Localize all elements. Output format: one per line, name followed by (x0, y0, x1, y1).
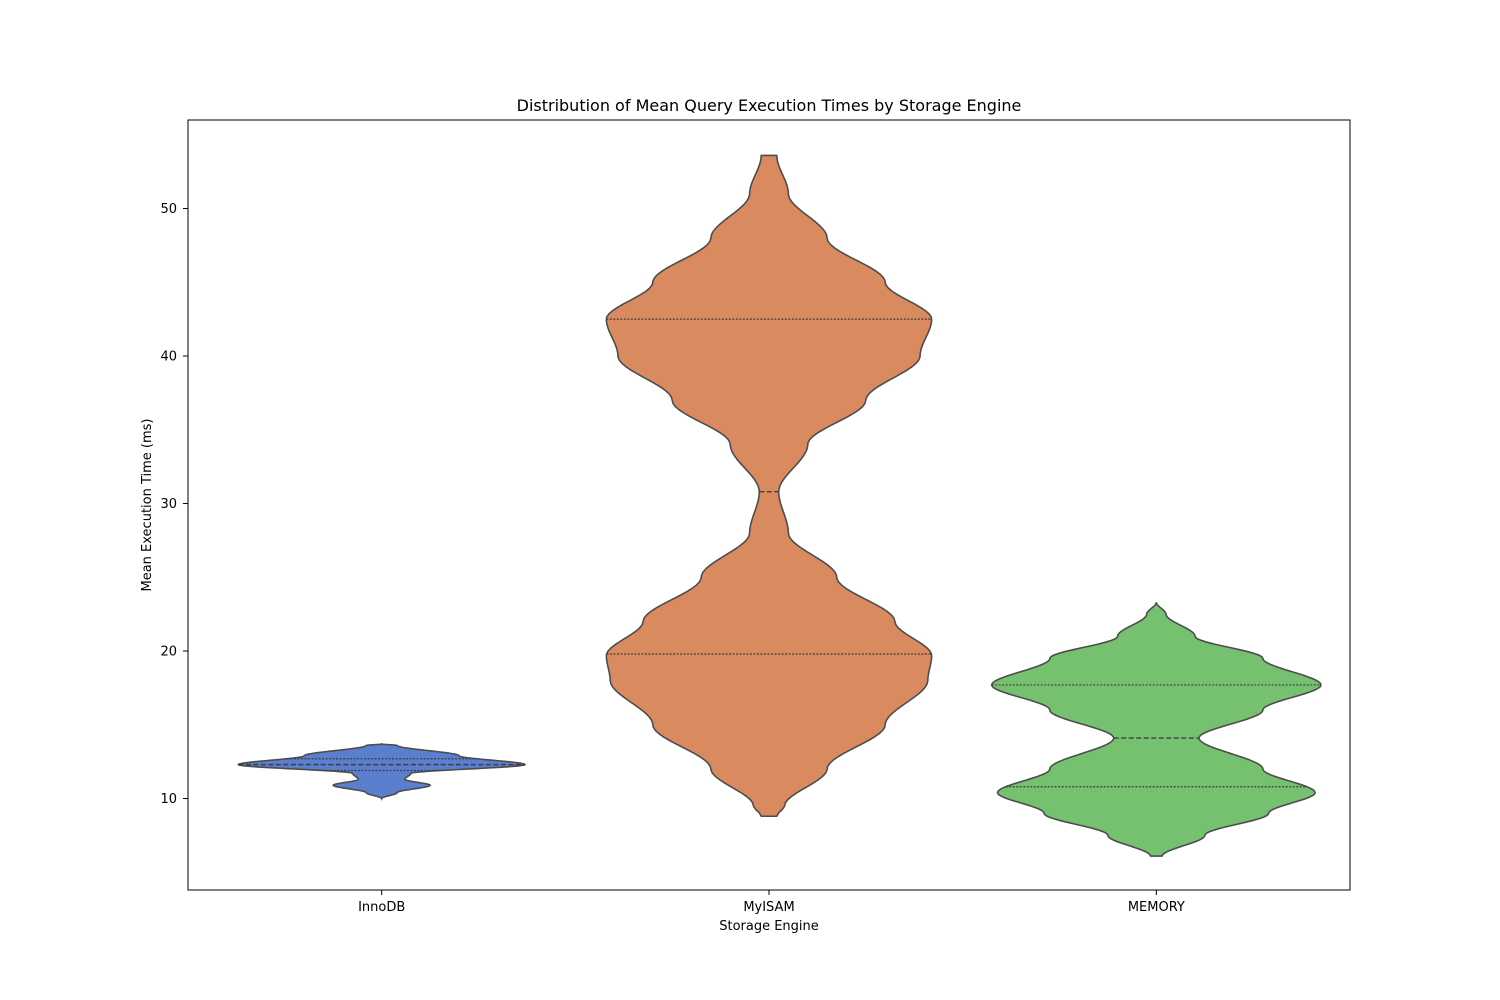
x-axis: InnoDB MyISAM MEMORY (358, 890, 1185, 915)
x-tick-label: MEMORY (1128, 900, 1185, 915)
violin-innodb (237, 743, 526, 801)
x-tick-label: InnoDB (358, 900, 405, 915)
y-tick-label: 50 (160, 202, 177, 217)
chart-title: Distribution of Mean Query Execution Tim… (517, 96, 1022, 115)
violins-group (237, 154, 1322, 857)
x-axis-label: Storage Engine (719, 919, 819, 934)
y-axis-label: Mean Execution Time (ms) (140, 418, 155, 591)
y-axis: 10 20 30 40 50 (160, 202, 188, 807)
y-tick-label: 10 (160, 792, 177, 807)
violin-myisam (605, 154, 933, 818)
violin-memory (990, 602, 1322, 857)
y-tick-label: 30 (160, 497, 177, 512)
y-tick-label: 40 (160, 350, 177, 365)
x-tick-label: MyISAM (743, 900, 794, 915)
y-tick-label: 20 (160, 645, 177, 660)
